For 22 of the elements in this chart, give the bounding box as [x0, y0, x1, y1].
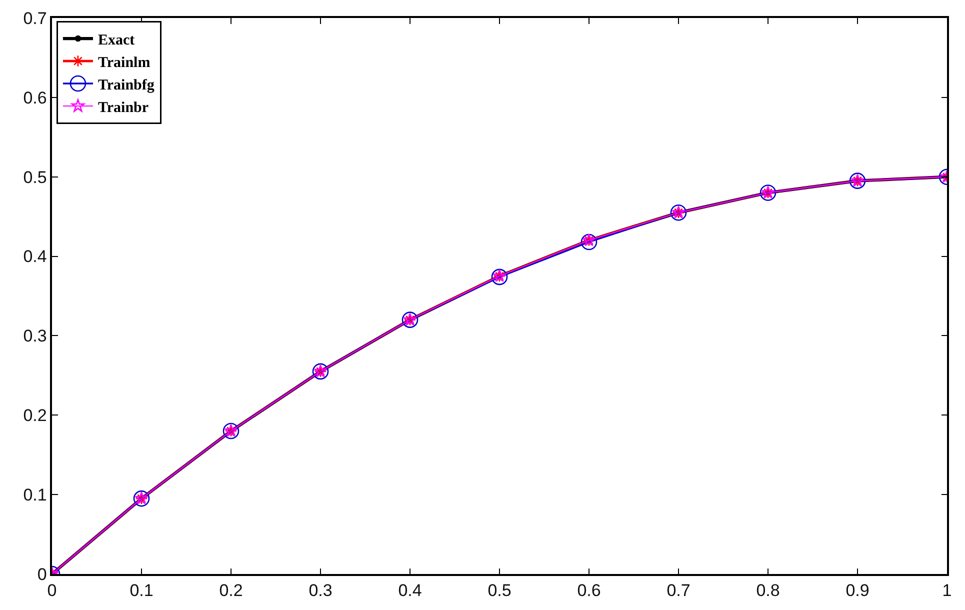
- y-tick-label: 0.1: [23, 486, 47, 505]
- x-tick-label: 1: [942, 581, 952, 600]
- y-tick-label: 0.2: [23, 406, 47, 426]
- y-tick-label: 0: [37, 564, 47, 584]
- x-tick-label: 0.1: [130, 581, 154, 600]
- y-tick-label: 0.6: [23, 88, 47, 108]
- x-tick-label: 0.8: [756, 581, 780, 600]
- legend-label: Trainlm: [98, 54, 151, 71]
- legend-label: Exact: [98, 32, 135, 48]
- x-tick-label: 0.5: [488, 581, 512, 600]
- x-tick-label: 0.9: [846, 581, 870, 600]
- x-tick-label: 0.2: [219, 581, 243, 600]
- y-tick-label: 0.3: [23, 326, 47, 346]
- legend-label: Trainbr: [98, 100, 149, 116]
- y-tick-label: 0.5: [23, 168, 47, 187]
- y-tick-label: 0.7: [23, 8, 47, 28]
- y-tick-label: 0.4: [23, 247, 47, 266]
- legend-label: Trainbfg: [98, 77, 155, 94]
- x-tick-label: 0.7: [666, 581, 690, 600]
- x-tick-label: 0.6: [577, 581, 601, 600]
- x-tick-label: 0.4: [398, 581, 422, 600]
- x-tick-label: 0.3: [308, 581, 332, 600]
